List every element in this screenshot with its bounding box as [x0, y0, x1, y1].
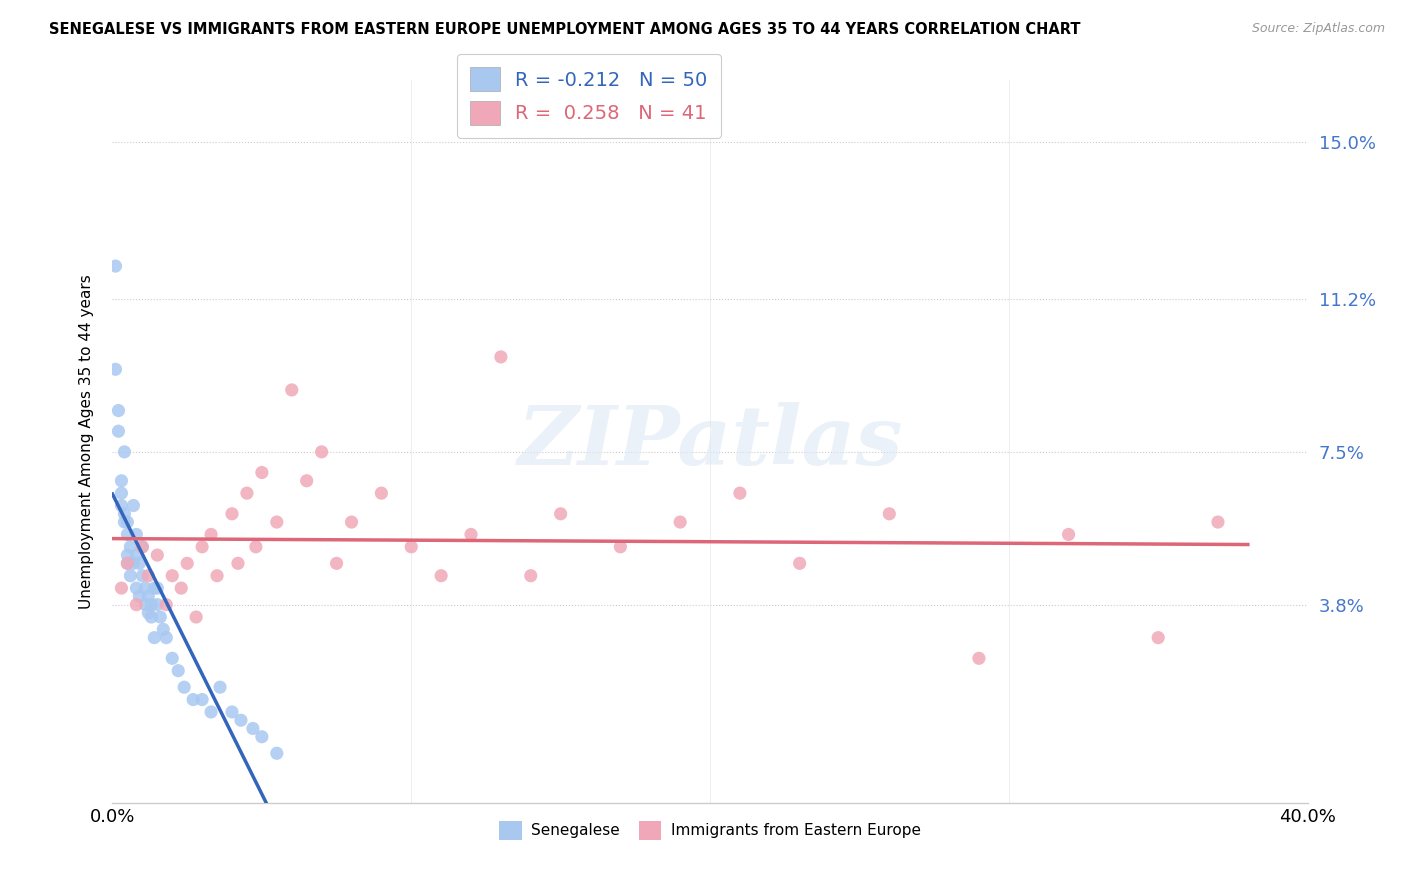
Point	[104, 259, 127, 273]
Point	[162, 568, 183, 582]
Point	[370, 486, 392, 500]
Point	[430, 568, 453, 582]
Point	[460, 527, 482, 541]
Point	[138, 606, 160, 620]
Point	[143, 631, 166, 645]
Point	[173, 680, 195, 694]
Point	[125, 527, 148, 541]
Point	[146, 598, 169, 612]
Point	[266, 515, 288, 529]
Point	[131, 540, 153, 554]
Point	[117, 557, 139, 571]
Point	[879, 507, 901, 521]
Point	[110, 474, 132, 488]
Point	[200, 527, 222, 541]
Point	[114, 507, 135, 521]
Point	[170, 581, 193, 595]
Point	[117, 527, 139, 541]
Point	[789, 557, 811, 571]
Point	[181, 692, 204, 706]
Point	[311, 445, 333, 459]
Y-axis label: Unemployment Among Ages 35 to 44 years: Unemployment Among Ages 35 to 44 years	[79, 274, 94, 609]
Point	[229, 713, 252, 727]
Point	[236, 486, 259, 500]
Point	[107, 424, 129, 438]
Point	[226, 557, 249, 571]
Point	[134, 598, 156, 612]
Point	[401, 540, 423, 554]
Point	[146, 548, 169, 562]
Point	[117, 548, 139, 562]
Point	[520, 568, 543, 582]
Point	[191, 692, 214, 706]
Point	[138, 568, 160, 582]
Point	[191, 540, 214, 554]
Point	[186, 610, 208, 624]
Point	[221, 507, 243, 521]
Point	[120, 540, 142, 554]
Point	[125, 581, 148, 595]
Point	[1206, 515, 1229, 529]
Point	[1057, 527, 1080, 541]
Point	[110, 581, 132, 595]
Point	[669, 515, 692, 529]
Point	[152, 623, 174, 637]
Point	[162, 651, 183, 665]
Point	[155, 631, 177, 645]
Point	[245, 540, 267, 554]
Point	[1147, 631, 1170, 645]
Point	[122, 557, 145, 571]
Point	[550, 507, 572, 521]
Point	[250, 730, 273, 744]
Text: Source: ZipAtlas.com: Source: ZipAtlas.com	[1251, 22, 1385, 36]
Point	[110, 486, 132, 500]
Point	[141, 610, 163, 624]
Point	[200, 705, 222, 719]
Point	[104, 362, 127, 376]
Point	[205, 568, 228, 582]
Point	[141, 598, 163, 612]
Point	[114, 445, 135, 459]
Text: ZIPatlas: ZIPatlas	[517, 401, 903, 482]
Point	[143, 581, 166, 595]
Point	[107, 403, 129, 417]
Point	[114, 515, 135, 529]
Point	[242, 722, 264, 736]
Point	[120, 568, 142, 582]
Point	[967, 651, 990, 665]
Point	[728, 486, 751, 500]
Point	[149, 610, 172, 624]
Legend: Senegalese, Immigrants from Eastern Europe: Senegalese, Immigrants from Eastern Euro…	[494, 815, 927, 846]
Point	[155, 598, 177, 612]
Point	[122, 499, 145, 513]
Point	[167, 664, 190, 678]
Point	[221, 705, 243, 719]
Point	[131, 540, 153, 554]
Point	[325, 557, 347, 571]
Point	[138, 590, 160, 604]
Point	[176, 557, 198, 571]
Point	[131, 568, 153, 582]
Point	[250, 466, 273, 480]
Point	[340, 515, 363, 529]
Point	[125, 548, 148, 562]
Point	[110, 499, 132, 513]
Point	[134, 581, 156, 595]
Point	[117, 557, 139, 571]
Point	[609, 540, 631, 554]
Point	[146, 581, 169, 595]
Point	[125, 598, 148, 612]
Text: SENEGALESE VS IMMIGRANTS FROM EASTERN EUROPE UNEMPLOYMENT AMONG AGES 35 TO 44 YE: SENEGALESE VS IMMIGRANTS FROM EASTERN EU…	[49, 22, 1081, 37]
Point	[209, 680, 232, 694]
Point	[128, 590, 150, 604]
Point	[266, 746, 288, 760]
Point	[117, 515, 139, 529]
Point	[128, 557, 150, 571]
Point	[281, 383, 304, 397]
Point	[489, 350, 512, 364]
Point	[295, 474, 318, 488]
